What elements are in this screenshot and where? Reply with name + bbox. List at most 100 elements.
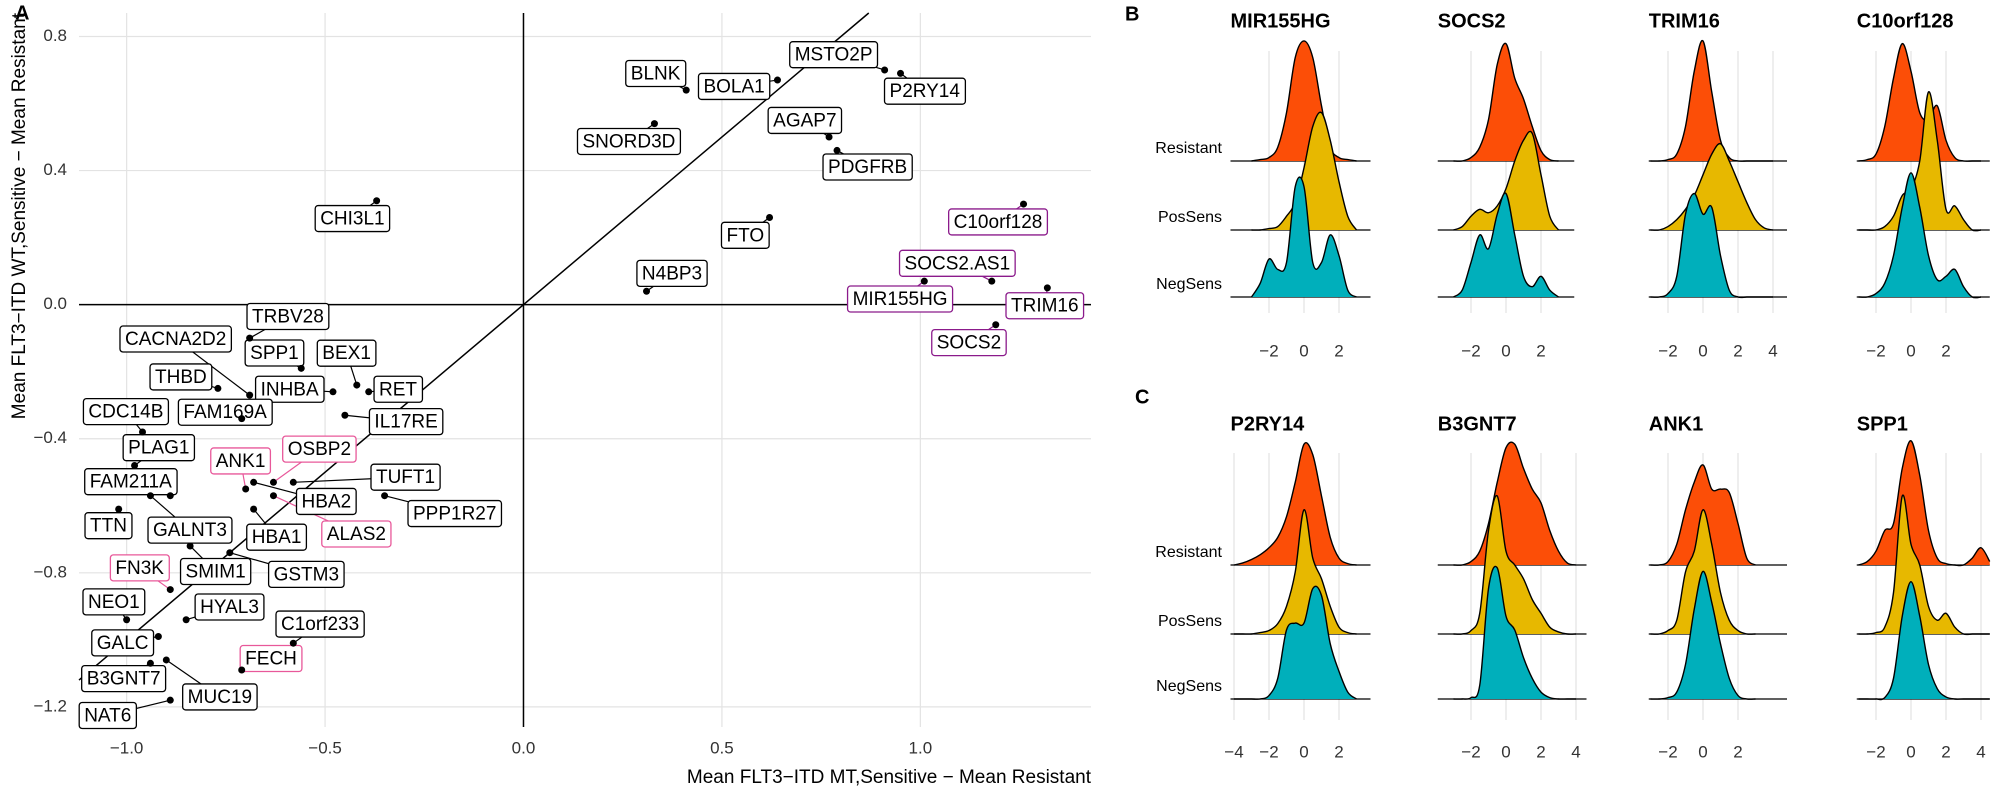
density-outline — [1234, 509, 1357, 635]
gene-label: B3GNT7 — [87, 669, 161, 690]
label-box — [246, 523, 308, 551]
point — [289, 639, 297, 647]
point — [242, 485, 250, 493]
point — [643, 287, 651, 295]
point-label: SNORD3D — [576, 127, 682, 156]
density-area — [1650, 571, 1756, 700]
panel-title: SOCS2 — [1438, 10, 1506, 32]
label-box — [316, 339, 377, 367]
point-label: FAM169A — [177, 398, 273, 426]
point-label: IL17RE — [368, 407, 444, 436]
point-label: THBD — [149, 363, 213, 391]
point-label: ANK1 — [210, 447, 272, 475]
point — [773, 76, 781, 84]
point — [329, 388, 337, 396]
density-area — [1858, 172, 1981, 298]
density-area — [1251, 40, 1357, 161]
point-label: TRBV28 — [246, 302, 330, 331]
y-tick-label: −0.4 — [33, 428, 67, 447]
point-label: MIR155HG — [846, 285, 954, 313]
gene-label: C10orf128 — [954, 212, 1043, 233]
gene-label: PPP1R27 — [413, 504, 496, 525]
density-area — [1858, 581, 1990, 700]
label-box — [149, 363, 213, 391]
density-area — [1858, 495, 1990, 635]
gene-label: OSBP2 — [288, 439, 351, 460]
point — [992, 321, 1000, 329]
point-label: BOLA1 — [697, 72, 771, 101]
gene-label: HYAL3 — [200, 597, 259, 618]
point-label: FAM211A — [84, 468, 178, 496]
gene-label: INHBA — [261, 379, 319, 400]
label-box — [122, 434, 196, 462]
label-box — [321, 520, 392, 548]
x-tick-label: 2 — [1536, 742, 1545, 761]
point — [154, 632, 162, 640]
y-tick-label: 0.4 — [43, 160, 67, 179]
density-area — [1234, 442, 1357, 565]
gene-label: P2RY14 — [890, 81, 961, 102]
point-label: SMIM1 — [179, 557, 252, 586]
density-outline — [1234, 585, 1357, 700]
point-label: RET — [373, 375, 424, 403]
point-label: TRIM16 — [1005, 292, 1085, 320]
point — [115, 505, 123, 513]
point-label: FTO — [720, 221, 770, 249]
label-box — [194, 593, 265, 621]
panel-title: MIR155HG — [1231, 10, 1331, 32]
labels: BLNK BOLA1 MSTO2P P2RY14 SNORD3D AGAP7 PDGFRB C… — [78, 41, 1085, 730]
y-tick-label: −0.8 — [33, 562, 67, 581]
gene-label: CACNA2D2 — [125, 329, 226, 350]
label-box — [295, 487, 357, 516]
x-tick-label: 0 — [1501, 742, 1510, 761]
y-axis-title: Mean FLT3−ITD WT,Sensitive − Mean Resist… — [9, 12, 30, 419]
point-label: P2RY14 — [883, 77, 967, 105]
gene-label: CHI3L1 — [320, 209, 384, 230]
point-label: TTN — [84, 512, 133, 540]
gene-label: GSTM3 — [274, 564, 339, 585]
point — [833, 146, 841, 154]
density-area — [1251, 177, 1357, 297]
gene-label: BLNK — [631, 64, 681, 85]
point-label: B3GNT7 — [81, 664, 167, 693]
point — [246, 391, 254, 399]
label-box — [370, 463, 441, 491]
label-box — [84, 468, 178, 496]
label-box — [78, 701, 138, 730]
gene-label: ALAS2 — [327, 524, 386, 545]
density-outline — [1650, 39, 1773, 162]
x-tick-label: 0 — [1906, 742, 1915, 761]
density-area — [1453, 131, 1559, 230]
density-outline — [1858, 494, 1990, 636]
gene-label: AGAP7 — [773, 110, 836, 131]
gene-label: N4BP3 — [642, 263, 702, 284]
x-tick-label: −1.0 — [110, 738, 144, 757]
panel-title: SPP1 — [1857, 413, 1908, 435]
point-label: AGAP7 — [767, 106, 843, 135]
point-label: MUC19 — [182, 683, 258, 711]
density-area — [1453, 442, 1576, 566]
density-area — [1234, 586, 1357, 700]
point — [650, 120, 658, 128]
x-tick-label: −2 — [1461, 341, 1480, 360]
gene-label: SPP1 — [250, 343, 299, 364]
gene-label: TRBV28 — [252, 306, 324, 327]
density-outline — [1858, 440, 1991, 567]
label-box — [179, 557, 252, 586]
label-box — [84, 512, 133, 540]
density-outline — [1858, 42, 1981, 162]
point-label: GSTM3 — [267, 560, 345, 589]
x-tick-label: 1.0 — [909, 738, 933, 757]
label-box — [314, 204, 391, 233]
point — [238, 415, 246, 423]
density-outline — [1650, 192, 1773, 299]
gene-label: BOLA1 — [703, 76, 764, 97]
gene-label: TTN — [90, 516, 127, 537]
gene-label: PDGFRB — [828, 157, 907, 178]
gene-label: GALNT3 — [153, 520, 227, 541]
point-label: N4BP3 — [636, 259, 708, 288]
panel-title: ANK1 — [1649, 413, 1703, 435]
point-label: CDC14B — [82, 397, 170, 426]
group-label: PosSens — [1158, 613, 1222, 630]
label-box — [246, 302, 330, 331]
